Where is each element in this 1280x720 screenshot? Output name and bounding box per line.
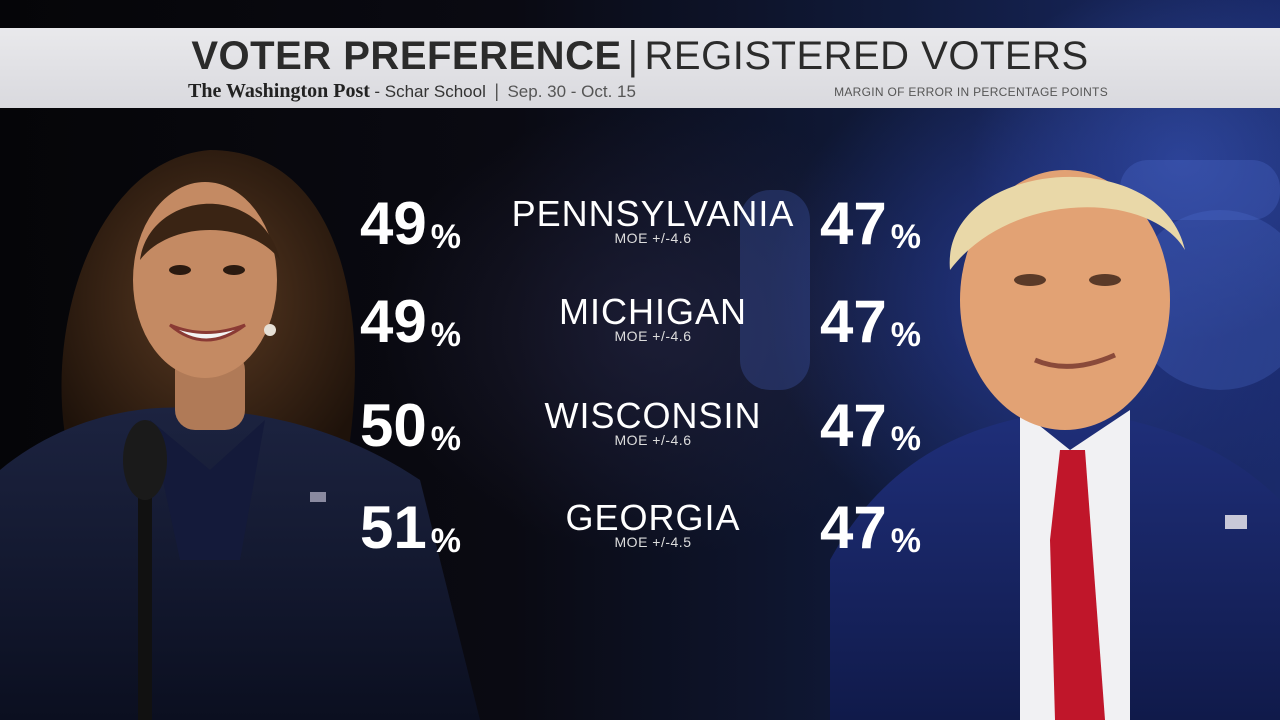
left-candidate-percent: 49% bbox=[360, 288, 486, 355]
stage-backdrop-graphic bbox=[740, 160, 1280, 390]
state-name: WISCONSIN bbox=[544, 395, 762, 436]
percent-sign: % bbox=[890, 316, 921, 354]
percent-value: 50 bbox=[360, 392, 427, 459]
right-candidate-flag-pin bbox=[1225, 515, 1247, 529]
title-primary: VOTER PREFERENCE bbox=[191, 34, 622, 78]
right-candidate-tie bbox=[1050, 450, 1105, 720]
percent-value: 51 bbox=[360, 494, 427, 561]
percent-sign: % bbox=[430, 218, 461, 256]
right-candidate-face bbox=[960, 170, 1170, 430]
right-candidate-percent: 47% bbox=[820, 288, 946, 355]
state-moe: MOE +/-4.6 bbox=[614, 230, 692, 246]
percent-value: 47 bbox=[820, 494, 887, 561]
left-candidate-smile bbox=[169, 323, 246, 342]
left-candidate-suit bbox=[0, 407, 480, 720]
percent-value: 47 bbox=[820, 288, 887, 355]
backdrop-shape-2 bbox=[1130, 210, 1280, 390]
left-candidate-percent: 49% bbox=[360, 190, 486, 257]
result-row-pennsylvania: 49% PENNSYLVANIA MOE +/-4.6 47% bbox=[0, 192, 1280, 296]
source-logo: The Washington Post bbox=[188, 80, 370, 102]
state-name: GEORGIA bbox=[565, 497, 741, 538]
result-row-georgia: 51% GEORGIA MOE +/-4.5 47% bbox=[0, 496, 1280, 600]
right-candidate-percent: 47% bbox=[820, 190, 946, 257]
right-candidate-photo bbox=[830, 170, 1280, 720]
result-row-michigan: 49% MICHIGAN MOE +/-4.6 47% bbox=[0, 290, 1280, 394]
backdrop-shape-3 bbox=[1120, 160, 1280, 220]
left-candidate-earring bbox=[264, 324, 276, 336]
state-moe: MOE +/-4.6 bbox=[614, 328, 692, 344]
percent-sign: % bbox=[430, 522, 461, 560]
right-candidate-hair bbox=[949, 176, 1185, 270]
percent-value: 49 bbox=[360, 288, 427, 355]
left-candidate-percent: 51% bbox=[360, 494, 486, 561]
left-candidate-photo bbox=[0, 150, 480, 720]
subtitle-row: The Washington Post - Schar School | Sep… bbox=[188, 80, 1108, 102]
right-candidate-percent: 47% bbox=[820, 392, 946, 459]
backdrop-shape-1 bbox=[740, 190, 810, 390]
result-row-wisconsin: 50% WISCONSIN MOE +/-4.6 47% bbox=[0, 394, 1280, 498]
subtitle-separator: | bbox=[494, 81, 499, 101]
percent-sign: % bbox=[890, 420, 921, 458]
moe-note: MARGIN OF ERROR IN PERCENTAGE POINTS bbox=[834, 85, 1108, 99]
microphone bbox=[123, 420, 167, 500]
state-moe: MOE +/-4.5 bbox=[614, 534, 692, 550]
left-candidate-bow bbox=[150, 420, 265, 560]
percent-value: 47 bbox=[820, 190, 887, 257]
percent-sign: % bbox=[890, 218, 921, 256]
percent-sign: % bbox=[890, 522, 921, 560]
percent-value: 49 bbox=[360, 190, 427, 257]
left-candidate-eye-r bbox=[223, 265, 245, 275]
right-candidate-eye-r bbox=[1089, 274, 1121, 286]
percent-value: 47 bbox=[820, 392, 887, 459]
percent-sign: % bbox=[430, 316, 461, 354]
right-candidate-eye-l bbox=[1014, 274, 1046, 286]
left-candidate-eye-l bbox=[169, 265, 191, 275]
state-moe: MOE +/-4.6 bbox=[614, 432, 692, 448]
left-candidate-pin bbox=[310, 492, 326, 502]
title-separator: | bbox=[627, 34, 639, 78]
left-candidate-fringe bbox=[140, 203, 280, 260]
right-candidate-percent: 47% bbox=[820, 494, 946, 561]
percent-sign: % bbox=[430, 420, 461, 458]
state-name: PENNSYLVANIA bbox=[511, 193, 795, 234]
microphone-stand bbox=[138, 470, 152, 720]
header-bar: VOTER PREFERENCE | REGISTERED VOTERS The W… bbox=[0, 28, 1280, 108]
right-candidate-mouth bbox=[1034, 352, 1117, 369]
title-secondary: REGISTERED VOTERS bbox=[644, 34, 1089, 78]
source-sponsor: - Schar School bbox=[374, 82, 486, 101]
poll-dates: Sep. 30 - Oct. 15 bbox=[507, 82, 636, 101]
page-title: VOTER PREFERENCE | REGISTERED VOTERS bbox=[0, 32, 1280, 80]
left-candidate-percent: 50% bbox=[360, 392, 486, 459]
state-name: MICHIGAN bbox=[559, 291, 747, 332]
